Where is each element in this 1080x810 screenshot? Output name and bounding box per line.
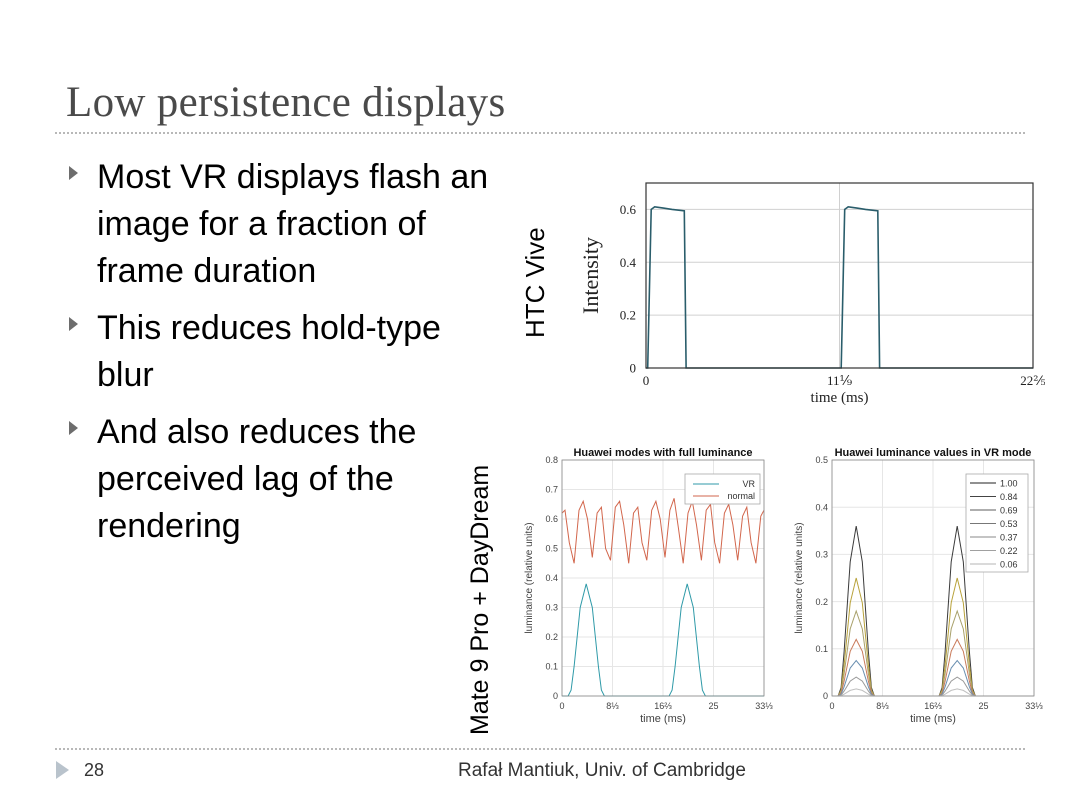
- page-number: 28: [84, 760, 105, 780]
- bullet-item: And also reduces the perceived lag of th…: [66, 409, 506, 550]
- x-tick-label: 0: [829, 701, 834, 711]
- y-tick-label: 0.3: [545, 603, 558, 613]
- huawei-vr-values-chart: 0 0.1 0.2 0.3 0.4 0.5 0 8⅓ 16⅔ 25 33⅓ time (ms) lumi…: [794, 447, 1043, 725]
- legend-label: 0.22: [1000, 546, 1018, 556]
- y-tick-label: 0.3: [815, 550, 828, 560]
- x-tick-label: 16⅔: [654, 701, 672, 711]
- x-tick-label: 22⅖: [1020, 373, 1045, 388]
- y-tick-label: 0.8: [545, 455, 558, 465]
- bullet-text: This reduces hold-type blur: [97, 309, 441, 394]
- y-tick-label: 0.2: [545, 632, 558, 642]
- x-tick-label: 16⅔: [924, 701, 942, 711]
- footer-triangle-icon: [56, 761, 69, 779]
- chart-title: Huawei luminance values in VR mode: [835, 447, 1032, 459]
- footer-divider: [55, 748, 1025, 750]
- y-tick-label: 0.6: [545, 514, 558, 524]
- x-tick-label: 11⅑: [827, 373, 853, 388]
- x-tick-label: 0: [559, 701, 564, 711]
- footer-credit: Rafał Mantiuk, Univ. of Cambridge: [458, 760, 746, 781]
- title-divider: [55, 132, 1025, 134]
- y-tick-label: 0.4: [545, 573, 558, 583]
- slide-title: Low persistence displays: [66, 79, 506, 126]
- y-axis-label: luminance (relative units): [524, 522, 535, 633]
- legend-label: 0.84: [1000, 492, 1018, 502]
- legend-box: [684, 473, 761, 505]
- legend-label: VR: [742, 479, 755, 489]
- plot-frame: [645, 182, 1034, 369]
- bullet-text: Most VR displays flash an image for a fr…: [97, 158, 489, 290]
- y-tick-label: 0.2: [815, 597, 828, 607]
- x-tick-label: 25: [708, 701, 718, 711]
- y-tick-label: 0.1: [545, 662, 558, 672]
- legend-label: 0.37: [1000, 533, 1018, 543]
- legend-label: 0.69: [1000, 506, 1018, 516]
- triangle-bullet-icon: [69, 166, 78, 180]
- triangle-bullet-icon: [69, 421, 78, 435]
- legend-label: 1.00: [1000, 479, 1018, 489]
- triangle-bullet-icon: [69, 317, 78, 331]
- huawei-modes-chart: 0 0.1 0.2 0.3 0.4 0.5 0.6 0.7 0.8 0 8⅓ 16⅔ 25 33⅓ time…: [524, 447, 773, 725]
- bullet-list: Most VR displays flash an image for a fr…: [66, 154, 506, 560]
- bullet-item: Most VR displays flash an image for a fr…: [66, 154, 506, 295]
- y-tick-label: 0.4: [620, 255, 637, 270]
- x-tick-label: 8⅓: [876, 701, 889, 711]
- plot-frame: [831, 459, 1035, 697]
- bullet-item: This reduces hold-type blur: [66, 305, 506, 399]
- bullet-text: And also reduces the perceived lag of th…: [97, 413, 417, 545]
- plot-frame: [561, 459, 765, 697]
- y-tick-label: 0.6: [620, 202, 637, 217]
- y-tick-label: 0: [823, 691, 828, 701]
- x-tick-label: 0: [643, 373, 650, 388]
- x-tick-label: 25: [978, 701, 988, 711]
- series-line: [561, 498, 765, 564]
- x-axis-label: time (ms): [640, 713, 686, 725]
- x-axis-label: time (ms): [910, 713, 956, 725]
- mate-9-label: Mate 9 Pro + DayDream: [466, 464, 494, 735]
- legend-label: 0.06: [1000, 560, 1018, 570]
- y-tick-label: 0: [630, 361, 637, 376]
- x-tick-label: 8⅓: [606, 701, 619, 711]
- y-axis-label: Intensity: [578, 237, 603, 314]
- x-tick-label: 33⅓: [1025, 701, 1043, 711]
- y-tick-label: 0.7: [545, 485, 558, 495]
- legend-label: 0.53: [1000, 519, 1018, 529]
- y-tick-label: 0.5: [545, 544, 558, 554]
- y-axis-label: luminance (relative units): [794, 522, 805, 633]
- x-tick-label: 33⅓: [755, 701, 773, 711]
- htc-intensity-chart: 0 0.2 0.4 0.6 0 11⅑ 22⅖ time (ms) Intensity: [578, 182, 1045, 406]
- y-tick-label: 0.4: [815, 502, 828, 512]
- y-tick-label: 0.2: [620, 308, 636, 323]
- x-axis-label: time (ms): [811, 390, 869, 406]
- htc-vive-label: HTC Vive: [520, 227, 550, 338]
- legend-label: normal: [727, 491, 755, 501]
- y-tick-label: 0.1: [815, 644, 828, 654]
- y-tick-label: 0: [553, 691, 558, 701]
- y-tick-label: 0.5: [815, 455, 828, 465]
- chart-title: Huawei modes with full luminance: [573, 447, 752, 459]
